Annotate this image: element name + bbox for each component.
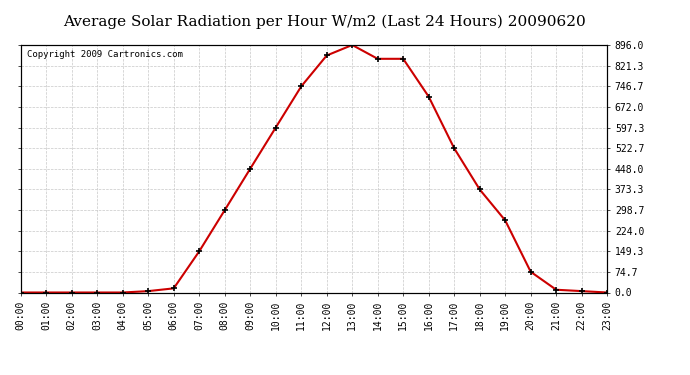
Text: Copyright 2009 Cartronics.com: Copyright 2009 Cartronics.com (26, 50, 182, 59)
Text: Average Solar Radiation per Hour W/m2 (Last 24 Hours) 20090620: Average Solar Radiation per Hour W/m2 (L… (63, 15, 586, 29)
